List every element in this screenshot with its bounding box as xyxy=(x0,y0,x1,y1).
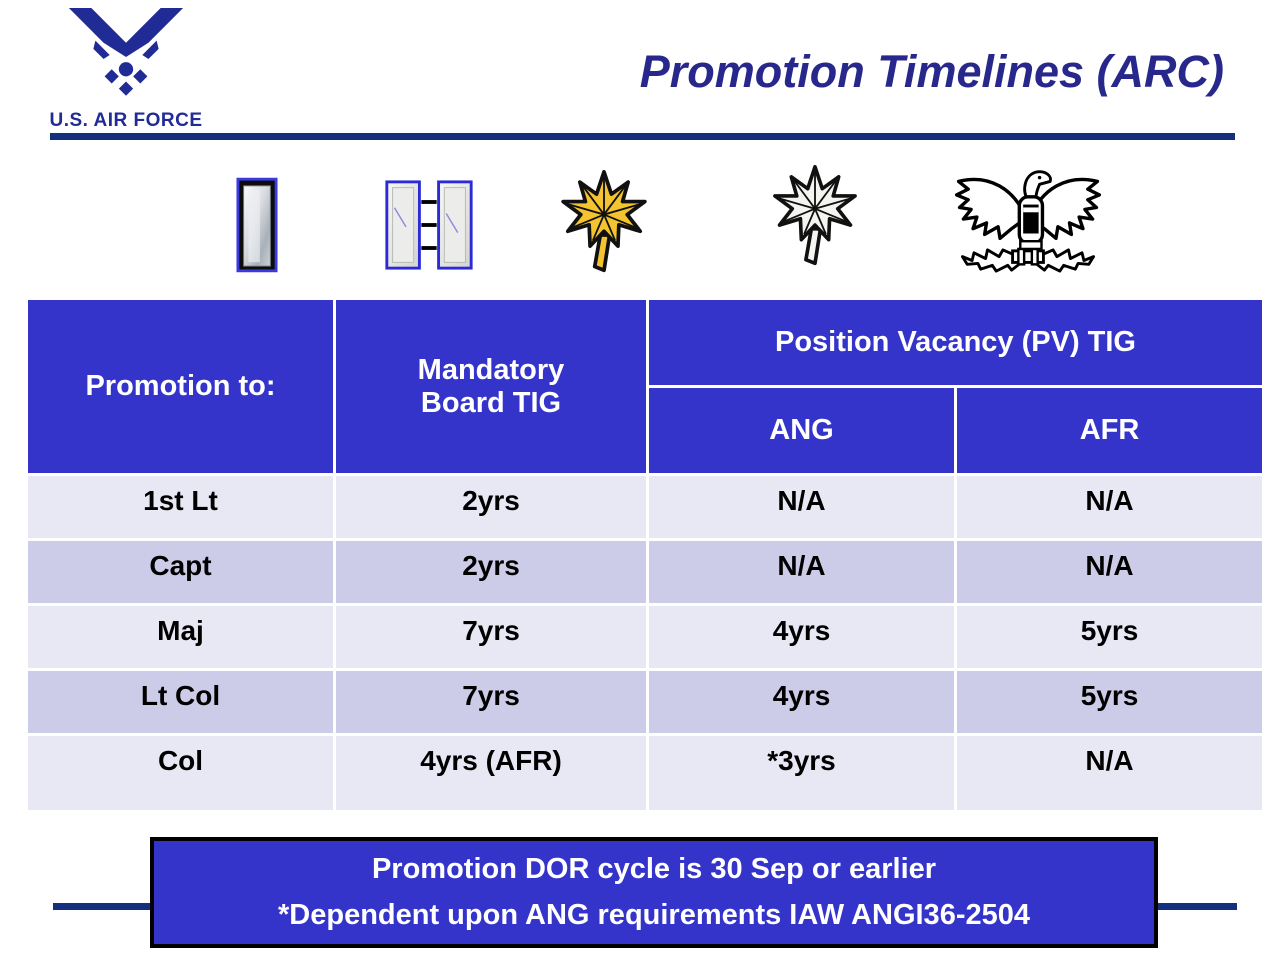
promotion-table: Promotion to: Mandatory Board TIG Positi… xyxy=(28,300,1262,810)
cell-rank: 1st Lt xyxy=(28,476,333,538)
cell-afr: 5yrs xyxy=(957,606,1262,668)
gold-oak-leaf-insignia-icon xyxy=(556,170,652,274)
cell-board-tig: 4yrs (AFR) xyxy=(336,736,646,810)
note-box: Promotion DOR cycle is 30 Sep or earlier… xyxy=(150,837,1158,948)
double-silver-bars-insignia-icon xyxy=(383,179,475,271)
header-ang: ANG xyxy=(649,388,954,473)
cell-afr: N/A xyxy=(957,476,1262,538)
note-line-1: Promotion DOR cycle is 30 Sep or earlier xyxy=(371,853,937,886)
cell-afr: N/A xyxy=(957,541,1262,603)
cell-ang: N/A xyxy=(649,476,954,538)
silver-oak-leaf-insignia-icon xyxy=(768,165,862,267)
usaf-wings-icon xyxy=(68,8,184,96)
eagle-insignia-icon xyxy=(945,166,1111,274)
cell-board-tig: 2yrs xyxy=(336,476,646,538)
header-mandatory-board-tig: Mandatory Board TIG xyxy=(336,300,646,473)
cell-ang: 4yrs xyxy=(649,606,954,668)
cell-afr: 5yrs xyxy=(957,671,1262,733)
cell-board-tig: 7yrs xyxy=(336,671,646,733)
cell-ang: *3yrs xyxy=(649,736,954,810)
note-line-2: *Dependent upon ANG requirements IAW ANG… xyxy=(278,898,1030,931)
logo-caption: U.S. AIR FORCE xyxy=(49,110,203,131)
cell-rank: Maj xyxy=(28,606,333,668)
header-afr: AFR xyxy=(957,388,1262,473)
cell-rank: Lt Col xyxy=(28,671,333,733)
cell-board-tig: 7yrs xyxy=(336,606,646,668)
cell-rank: Col xyxy=(28,736,333,810)
cell-ang: N/A xyxy=(649,541,954,603)
header-promotion-to: Promotion to: xyxy=(28,300,333,473)
cell-board-tig: 2yrs xyxy=(336,541,646,603)
cell-afr: N/A xyxy=(957,736,1262,810)
usaf-logo: U.S. AIR FORCE xyxy=(46,6,206,132)
cell-rank: Capt xyxy=(28,541,333,603)
single-silver-bar-insignia-icon xyxy=(236,176,278,274)
header-rule xyxy=(50,133,1235,140)
cell-ang: 4yrs xyxy=(649,671,954,733)
header-position-vacancy-tig: Position Vacancy (PV) TIG xyxy=(649,300,1262,385)
page-title: Promotion Timelines (ARC) xyxy=(639,46,1224,97)
